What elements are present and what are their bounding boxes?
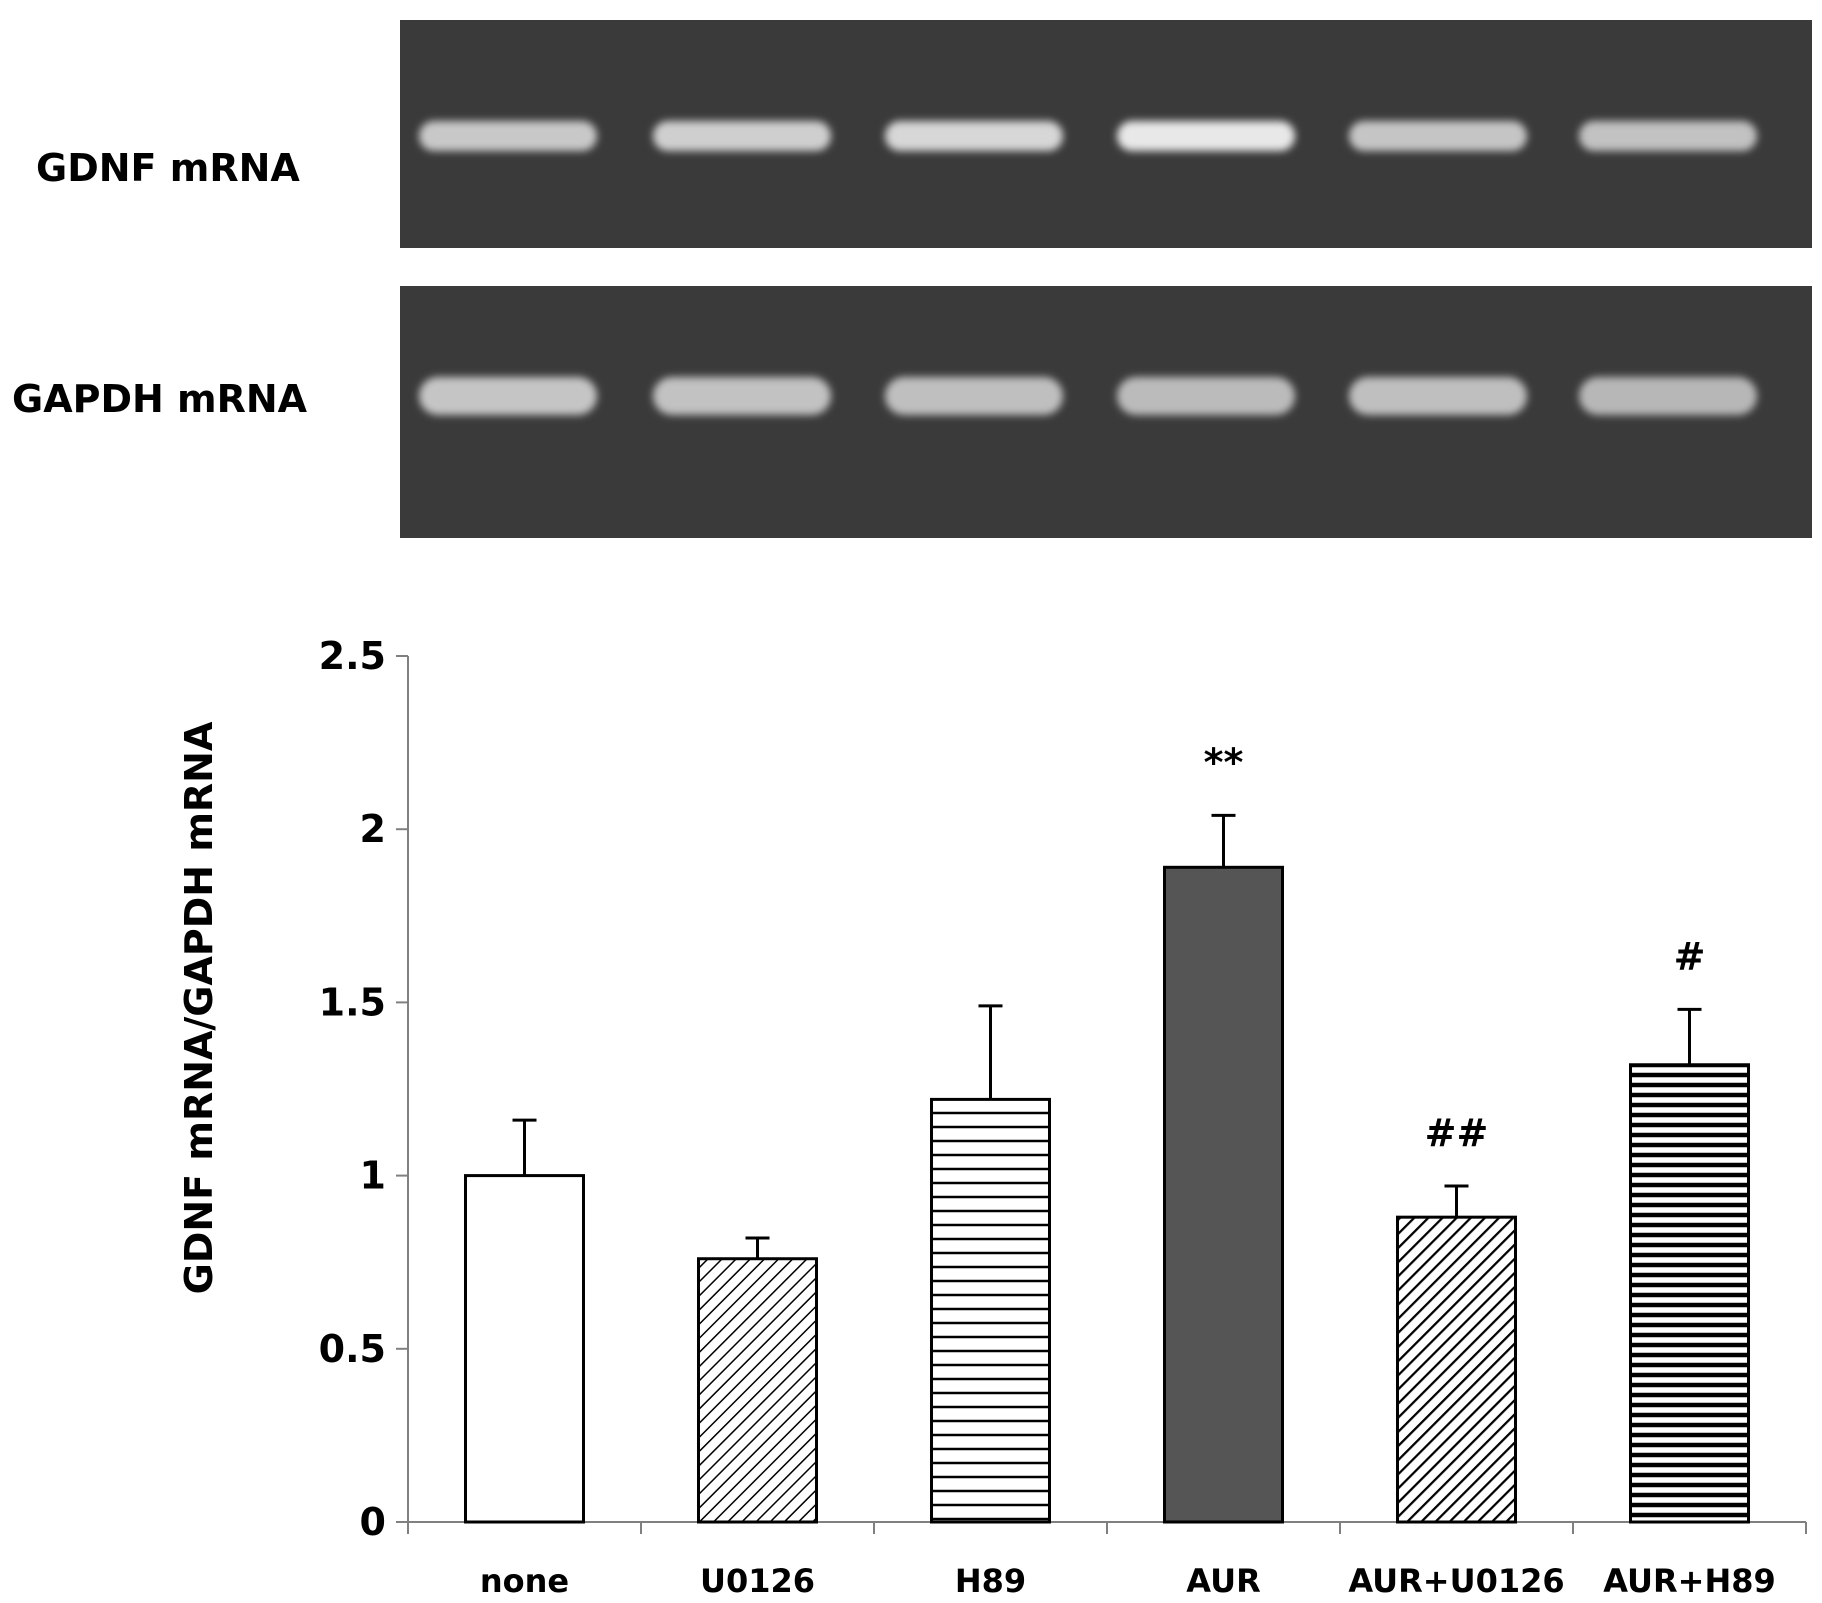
significance-annotation: # [1674, 934, 1706, 978]
significance-annotation: ## [1425, 1111, 1489, 1155]
gapdh-band [885, 377, 1063, 415]
gdnf-band [885, 121, 1063, 151]
x-tick-label: AUR+H89 [1603, 1562, 1776, 1600]
gdnf-band [419, 121, 597, 151]
y-axis-title: GDNF mRNA/GAPDH mRNA [177, 721, 221, 1294]
y-tick-label: 1 [360, 1154, 386, 1198]
bar-none [464, 1174, 585, 1524]
bars: **### [464, 740, 1750, 1524]
bar-aur [1163, 865, 1284, 1524]
y-tick-label: 0.5 [319, 1327, 386, 1371]
gel-background [400, 286, 1812, 538]
bar-h89 [930, 1097, 1051, 1524]
gdnf-band [1349, 121, 1527, 151]
gapdh-band [1349, 377, 1527, 415]
y-tick-label: 2 [360, 807, 386, 851]
gdnf-gel-image [400, 20, 1812, 248]
x-axis: none U0126 H89 AUR AUR+U0126 AUR+H89 [407, 1521, 1807, 1600]
bar-u0126 [697, 1257, 818, 1524]
gdnf-blot-label: GDNF mRNA [36, 146, 300, 190]
gapdh-blot-label: GAPDH mRNA [12, 377, 308, 421]
gdnf-band [653, 121, 831, 151]
bar-aur-h89 [1629, 1063, 1750, 1524]
x-tick-label: H89 [955, 1562, 1026, 1600]
y-tick-label: 1.5 [319, 980, 386, 1024]
significance-annotation: ** [1204, 740, 1244, 784]
gapdh-band [653, 377, 831, 415]
gapdh-band [1117, 377, 1295, 415]
y-axis: 0 0.5 1 1.5 2 2.5 [319, 634, 409, 1544]
gapdh-band [419, 377, 597, 415]
gapdh-gel-image [400, 286, 1812, 538]
x-tick-label: AUR [1186, 1562, 1260, 1600]
bar-chart: GDNF mRNA/GAPDH mRNA 0 0.5 1 1.5 2 2.5 none U0… [177, 634, 1807, 1600]
x-tick-label: none [480, 1562, 569, 1600]
x-tick-label: U0126 [700, 1562, 815, 1600]
gel-background [400, 20, 1812, 248]
gdnf-band [1117, 121, 1295, 151]
y-tick-label: 0 [360, 1500, 386, 1544]
bar-aur-u0126 [1396, 1215, 1517, 1524]
x-tick-label: AUR+U0126 [1348, 1562, 1564, 1600]
gapdh-band [1579, 377, 1757, 415]
gdnf-band [1579, 121, 1757, 151]
y-tick-label: 2.5 [319, 634, 386, 678]
